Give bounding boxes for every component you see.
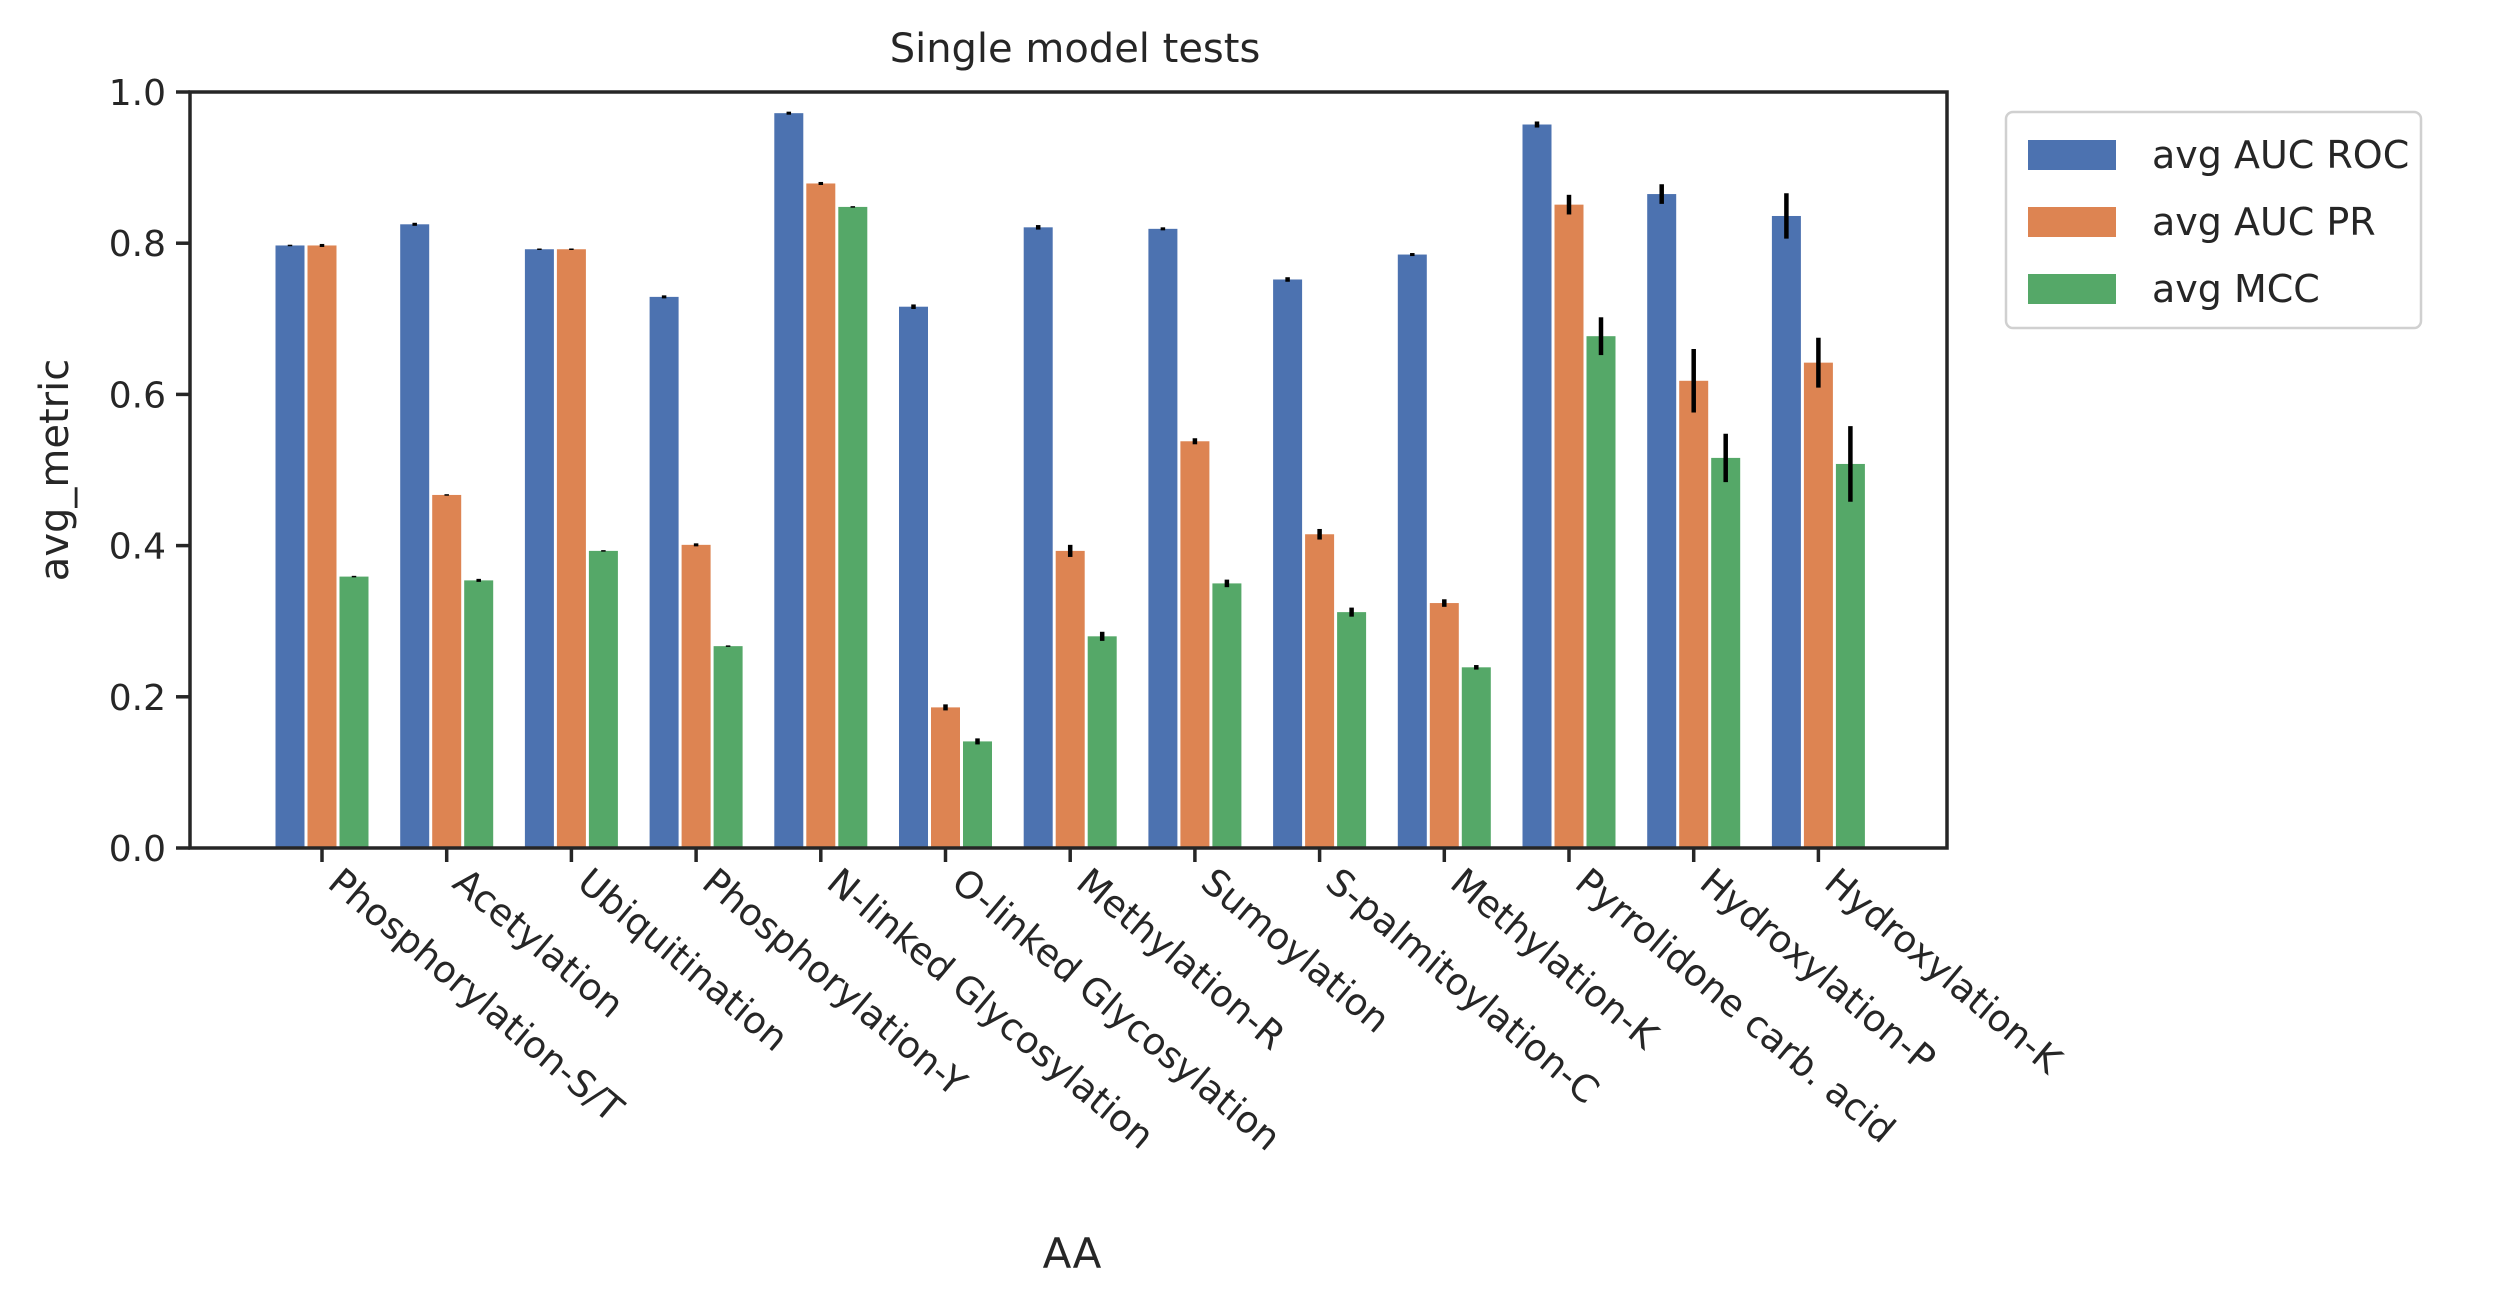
bar-avg-mcc-6 [1087,636,1117,848]
legend-label: avg MCC [2152,267,2320,311]
bar-avg-mcc-1 [464,580,494,848]
bar-avg-auc-pr-4 [806,183,836,848]
bar-avg-auc-pr-5 [931,707,960,848]
bar-avg-auc-pr-3 [681,544,711,848]
legend-swatch-avg-auc-roc [2028,140,2116,170]
bar-avg-auc-roc-8 [1273,279,1303,848]
bar-avg-mcc-3 [713,646,743,848]
bar-avg-auc-roc-5 [899,306,928,849]
bar-avg-auc-roc-7 [1148,228,1178,848]
legend-swatch-avg-mcc [2028,274,2116,304]
bar-avg-mcc-11 [1711,457,1741,848]
x-tick-label: Methylation-K [1443,860,1668,1059]
bar-avg-mcc-12 [1835,463,1865,848]
bar-avg-auc-pr-0 [307,245,337,848]
bar-avg-auc-roc-11 [1647,194,1677,848]
bar-avg-mcc-7 [1212,583,1242,848]
bar-avg-auc-roc-9 [1397,254,1427,849]
legend-label: avg AUC PR [2152,200,2376,244]
bar-avg-auc-pr-1 [432,494,462,848]
x-axis-label: AA [1043,1229,1102,1278]
bar-avg-auc-roc-12 [1771,215,1801,848]
legend: avg AUC ROC avg AUC PR avg MCC [2004,110,2423,330]
x-tick-label: Ubiquitination [570,860,797,1060]
legend-swatch-avg-auc-pr [2028,207,2116,237]
bar-avg-mcc-0 [339,576,369,848]
x-tick-label: Hydroxylation-K [1817,860,2071,1083]
bar-avg-mcc-10 [1586,336,1616,848]
bar-avg-auc-roc-10 [1522,124,1552,849]
plot-frame [188,90,1949,850]
x-axis: Phosphorylation-S/TAcetylationUbiquitina… [320,848,2071,1159]
bar-avg-mcc-5 [963,741,992,848]
bar-avg-auc-pr-9 [1429,603,1459,848]
bar-avg-auc-roc-2 [524,249,554,849]
legend-label: avg AUC ROC [2152,133,2409,177]
y-axis: 0.0 0.2 0.4 0.6 0.8 1.0 [109,73,190,870]
bar-avg-auc-pr-2 [556,249,586,849]
y-tick-label: 0.8 [109,224,166,265]
y-tick-label: 0.6 [109,375,166,416]
bar-avg-mcc-8 [1337,612,1367,848]
plot-area [275,111,1865,849]
bar-avg-mcc-4 [838,206,868,849]
bar-avg-mcc-2 [588,550,618,848]
bar-avg-auc-pr-11 [1679,380,1709,848]
y-tick-label: 1.0 [109,73,166,114]
chart-title: Single model tests [890,26,1261,72]
bar-avg-auc-roc-1 [400,224,430,849]
y-tick-label: 0.4 [109,527,166,568]
x-tick-label: Methylation-R [1068,860,1293,1058]
bar-avg-auc-roc-6 [1023,227,1053,849]
bar-avg-auc-pr-7 [1180,441,1210,848]
bar-avg-auc-pr-8 [1305,534,1335,848]
y-tick-label: 0.0 [109,829,166,870]
bar-avg-auc-pr-6 [1055,550,1085,848]
bar-avg-auc-roc-0 [275,245,305,848]
bar-avg-mcc-9 [1461,667,1491,848]
bar-avg-auc-roc-3 [649,296,679,849]
y-tick-label: 0.2 [109,678,166,719]
bar-avg-auc-roc-4 [774,113,804,849]
bar-avg-auc-pr-10 [1554,204,1584,849]
bar-avg-auc-pr-12 [1803,362,1833,848]
y-axis-label: avg_metric [32,359,78,581]
